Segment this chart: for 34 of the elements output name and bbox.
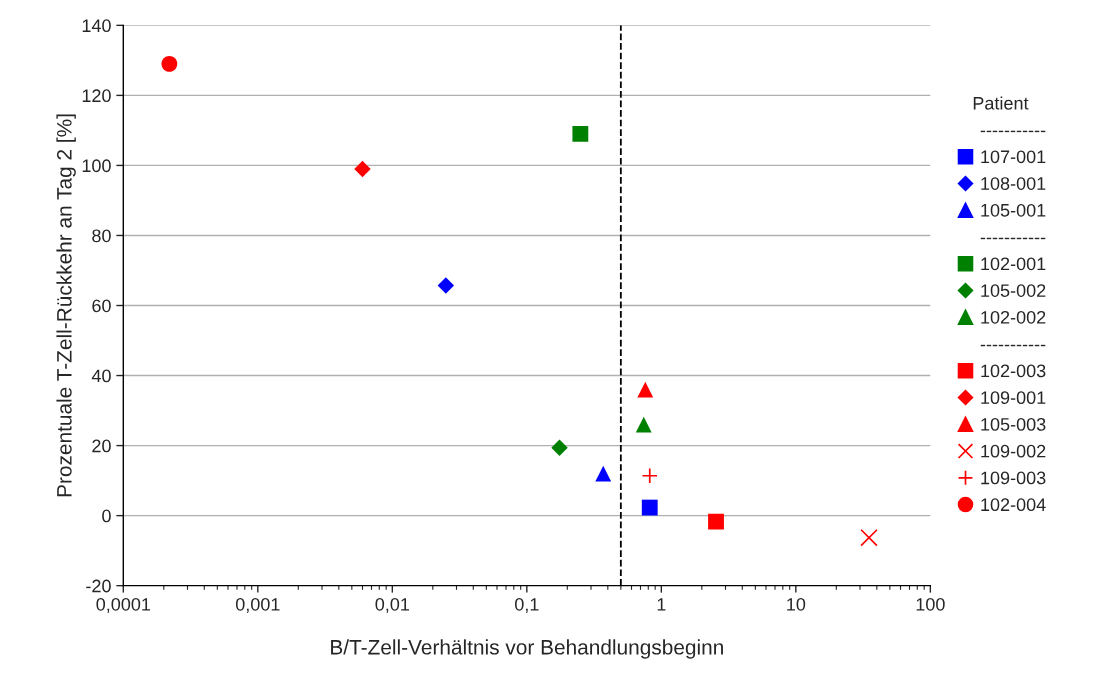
legend-label: 108-001 (981, 177, 1046, 190)
x-tick-label: 0,001 (235, 597, 280, 613)
x-tick-label: 100 (916, 597, 945, 611)
legend-label: 105-002 (981, 284, 1046, 297)
x-tick-label: 10 (787, 597, 806, 611)
y-tick-label: 40 (91, 369, 111, 383)
y-tick-label: -20 (86, 579, 111, 593)
legend-label: 109-002 (981, 444, 1046, 458)
y-tick-label: 0 (102, 509, 111, 523)
text: ----------- (980, 344, 1046, 347)
y-tick-label: 60 (92, 299, 111, 313)
legend-label: 105-001 (981, 203, 1046, 217)
legend-title: Patient (973, 96, 1029, 110)
legend-label: 105-003 (981, 418, 1046, 431)
y-tick-label: 20 (92, 439, 111, 453)
y-tick-label: 120 (82, 89, 111, 103)
x-tick-label: 0,01 (375, 597, 410, 613)
legend-label: 102-004 (981, 498, 1046, 512)
y-tick-label: 100 (82, 159, 111, 173)
x-tick-label: 0,1 (514, 597, 539, 613)
x-tick-label: 0,0001 (96, 597, 151, 613)
text: ----------- (980, 237, 1046, 240)
legend-label: 102-001 (981, 257, 1046, 271)
y-tick-label: 80 (92, 229, 111, 243)
legend-label: 109-001 (981, 391, 1046, 405)
x-axis-title: B/T-Zell-Verhältnis vor Behandlungsbeginn (331, 639, 723, 659)
legend-label: 102-002 (981, 310, 1046, 324)
text: ----------- (980, 130, 1046, 133)
x-tick-label: 1 (657, 598, 666, 611)
legend-label: 107-001 (981, 150, 1046, 164)
y-tick-label: 140 (82, 19, 111, 33)
legend-label: 109-003 (981, 471, 1046, 485)
legend-label: 102-003 (981, 364, 1046, 378)
y-axis-title: Prozentuale T-Zell-Rückkehr an Tag 2 [%] (56, 114, 76, 497)
